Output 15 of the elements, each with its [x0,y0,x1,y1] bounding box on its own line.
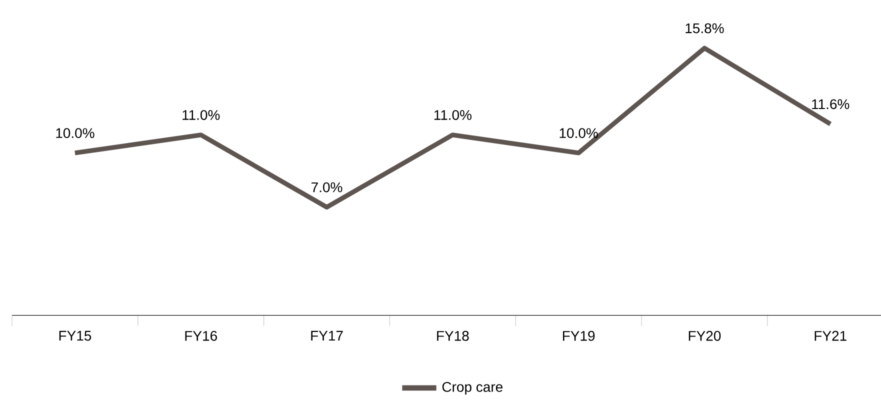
data-label: 11.0% [434,110,472,120]
data-label: 11.0% [182,110,220,120]
x-tick-label: FY21 [814,330,846,341]
data-label: 11.6% [812,99,850,110]
x-tick-label: FY18 [437,330,469,341]
data-label: 15.8% [686,23,724,34]
x-tick-label: FY19 [562,330,595,341]
x-tick-label: FY15 [59,330,92,341]
x-tick-label: FY20 [688,330,721,341]
x-tick-label: FY16 [185,330,217,341]
data-label: 7.0% [312,182,342,192]
data-label: 10.0% [560,128,598,138]
data-label: 10.0% [56,128,94,138]
x-tick-label: FY17 [311,330,343,341]
legend-label: Crop care [442,382,502,395]
